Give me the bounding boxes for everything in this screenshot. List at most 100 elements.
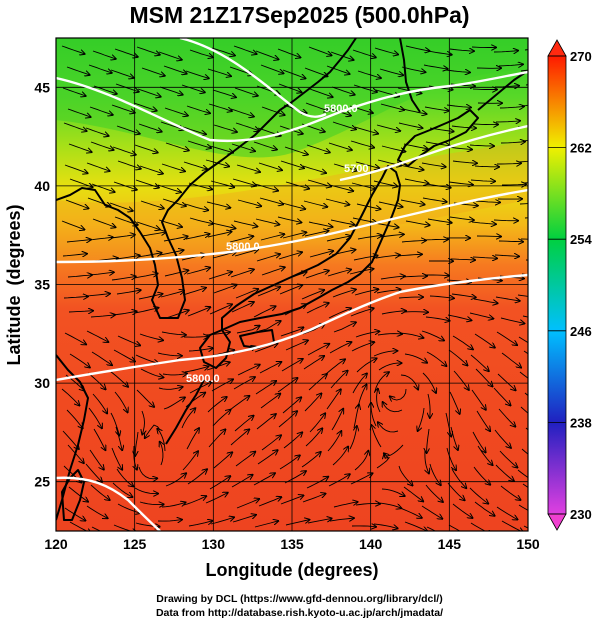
streamline bbox=[278, 83, 302, 92]
contour-labels: 5800.0 5700 5800.0 5800.0 bbox=[186, 103, 368, 385]
x-tick-label: 130 bbox=[202, 536, 226, 552]
streamline bbox=[89, 272, 114, 275]
streamline bbox=[208, 429, 225, 448]
streamline bbox=[279, 455, 300, 470]
streamline bbox=[523, 350, 528, 355]
streamline bbox=[377, 389, 381, 413]
streamline bbox=[303, 356, 324, 370]
streamline bbox=[471, 47, 496, 48]
streamline bbox=[305, 271, 329, 279]
streamline bbox=[520, 69, 528, 72]
streamline bbox=[383, 402, 403, 413]
streamline bbox=[61, 388, 79, 406]
streamline bbox=[326, 389, 341, 410]
streamline bbox=[255, 50, 279, 59]
streamline bbox=[163, 397, 185, 410]
colorbar-tick-label: 246 bbox=[570, 324, 592, 339]
streamline bbox=[277, 378, 298, 393]
streamline bbox=[518, 336, 528, 344]
streamline bbox=[285, 520, 309, 526]
streamline bbox=[186, 268, 210, 275]
streamline bbox=[429, 296, 454, 298]
streamline bbox=[164, 270, 188, 277]
streamline bbox=[425, 449, 429, 473]
streamline bbox=[354, 451, 368, 471]
streamline bbox=[328, 142, 352, 150]
streamline bbox=[184, 367, 208, 373]
streamline bbox=[189, 49, 213, 57]
contour-line-6 bbox=[339, 124, 528, 182]
streamline bbox=[471, 389, 486, 410]
y-tick-label: 45 bbox=[34, 79, 50, 95]
streamline bbox=[134, 487, 158, 494]
streamline bbox=[260, 234, 284, 241]
colorbar-scale bbox=[547, 55, 567, 515]
streamline bbox=[91, 526, 102, 531]
streamline bbox=[86, 505, 108, 518]
streamline bbox=[502, 184, 526, 185]
streamline bbox=[162, 374, 187, 375]
contour-label-3: 5800.0 bbox=[226, 241, 260, 253]
streamline bbox=[421, 162, 446, 167]
streamline bbox=[500, 317, 524, 324]
streamline bbox=[451, 126, 476, 128]
streamline bbox=[277, 48, 300, 58]
streamline bbox=[284, 146, 308, 155]
streamline bbox=[475, 201, 500, 202]
streamline bbox=[254, 344, 278, 353]
streamline bbox=[425, 316, 450, 321]
streamline bbox=[207, 232, 231, 238]
streamline bbox=[112, 482, 132, 497]
streamline bbox=[142, 410, 145, 434]
streamline bbox=[115, 426, 122, 450]
streamline bbox=[425, 484, 443, 502]
streamline bbox=[278, 411, 297, 428]
streamline bbox=[258, 497, 281, 507]
streamline bbox=[400, 374, 418, 390]
streamline bbox=[134, 445, 137, 470]
streamline bbox=[403, 143, 428, 149]
streamline bbox=[520, 406, 528, 414]
streamline bbox=[449, 216, 474, 220]
streamline bbox=[306, 303, 329, 314]
streamline bbox=[278, 252, 302, 260]
streamline bbox=[187, 140, 211, 148]
streamline bbox=[66, 66, 90, 75]
streamline bbox=[161, 502, 186, 508]
streamline bbox=[68, 486, 88, 502]
streamline bbox=[111, 104, 135, 113]
streamline bbox=[90, 484, 110, 500]
streamline bbox=[183, 496, 206, 506]
streamline bbox=[236, 326, 260, 334]
streamline bbox=[117, 335, 140, 345]
streamline bbox=[213, 285, 237, 294]
streamline bbox=[135, 431, 139, 456]
streamline bbox=[234, 250, 258, 257]
streamline bbox=[163, 236, 188, 242]
streamline bbox=[185, 234, 210, 240]
streamline bbox=[377, 502, 401, 508]
streamline bbox=[376, 124, 400, 131]
streamline bbox=[333, 322, 356, 333]
streamline bbox=[181, 408, 195, 429]
coastlines bbox=[56, 38, 527, 521]
streamline bbox=[355, 504, 380, 505]
streamline bbox=[525, 259, 528, 261]
streamline bbox=[500, 142, 525, 143]
y-tick-label: 25 bbox=[34, 474, 50, 490]
streamline bbox=[255, 218, 279, 225]
streamline bbox=[325, 359, 345, 375]
streamline bbox=[161, 331, 186, 335]
streamline bbox=[85, 294, 110, 296]
streamline bbox=[206, 201, 230, 208]
streamline bbox=[62, 430, 79, 449]
streamline bbox=[306, 477, 328, 489]
streamline bbox=[165, 473, 186, 487]
streamline bbox=[92, 393, 107, 413]
streamline bbox=[140, 368, 163, 377]
streamline bbox=[88, 407, 102, 428]
streamline bbox=[160, 442, 163, 466]
streamline bbox=[231, 475, 253, 488]
streamline bbox=[496, 506, 518, 520]
streamline bbox=[352, 49, 376, 57]
